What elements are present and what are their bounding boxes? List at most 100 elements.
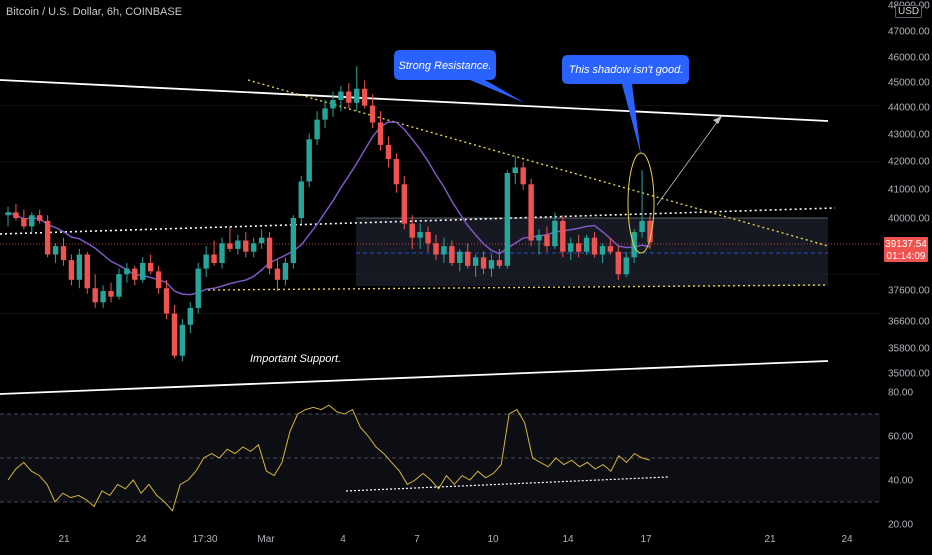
price-tick-label: 47000.00 (888, 27, 930, 38)
candle (155, 265, 162, 294)
candle (354, 66, 360, 112)
candle-body (496, 260, 503, 266)
candle (235, 234, 241, 255)
candle (560, 215, 566, 258)
candle (449, 240, 455, 266)
candle-body (472, 257, 479, 266)
candle (219, 237, 225, 269)
candle (465, 243, 471, 269)
candle (623, 251, 629, 278)
price-tick-label: 42000.00 (888, 157, 930, 168)
candle (37, 209, 43, 224)
candle-body (480, 257, 487, 269)
candle-body (187, 307, 193, 325)
candle (92, 274, 98, 308)
candle (116, 268, 122, 300)
candle-body (235, 240, 241, 249)
candle (251, 237, 257, 258)
candle-body (227, 243, 233, 249)
candle (5, 206, 11, 227)
candle (528, 178, 534, 247)
candle-body (433, 243, 439, 255)
candle (472, 254, 479, 278)
price-tick-label: 35800.00 (888, 344, 930, 355)
candle-body (544, 234, 550, 247)
candle (583, 234, 590, 255)
price-tick-label: 35000.00 (888, 369, 930, 380)
candle (314, 111, 320, 145)
candle-body (552, 220, 558, 247)
candle (615, 246, 621, 280)
candle (496, 248, 503, 269)
candle-body (623, 257, 629, 275)
price-tick-label: 41000.00 (888, 185, 930, 196)
candle-body (108, 291, 114, 297)
price-tick-label: 46000.00 (888, 53, 930, 64)
candle (647, 215, 653, 249)
candle (187, 302, 193, 334)
candle (132, 265, 138, 286)
candle (108, 282, 114, 303)
candle-body (13, 212, 19, 218)
candle (338, 85, 344, 112)
candle-body (575, 243, 582, 252)
candle-body (346, 91, 352, 103)
candle-body (203, 254, 209, 269)
time-tick-label: 24 (135, 534, 147, 545)
candle (457, 248, 463, 272)
candle (441, 237, 447, 263)
candle (84, 251, 90, 294)
shadow-callout-bubble (562, 55, 689, 155)
dotted-midline (0, 207, 836, 235)
rsi-tick-label: 40.00 (888, 476, 913, 487)
candle (409, 215, 415, 249)
candle (100, 285, 106, 308)
candle-body (314, 119, 320, 140)
candle (330, 91, 336, 117)
candle (298, 175, 304, 224)
resistance-callout-bubble (394, 50, 525, 103)
candle (520, 161, 526, 190)
price-tick-label: 45000.00 (888, 78, 930, 89)
candle-body (306, 139, 312, 182)
time-tick-label: 21 (58, 534, 70, 545)
time-tick-label: 4 (340, 534, 346, 545)
resistance-callout-text: Strong Resistance. (399, 60, 492, 72)
candle-body (504, 173, 511, 266)
time-tick-label: 21 (764, 534, 776, 545)
candle (76, 248, 83, 289)
candle (639, 170, 645, 238)
price-tick-label: 37600.00 (888, 286, 930, 297)
candle (488, 254, 495, 278)
candle-body (76, 254, 83, 280)
rsi-dotted-trend (345, 476, 669, 492)
candle (44, 215, 51, 258)
candle (480, 251, 487, 275)
candle-body (84, 254, 90, 289)
candle-body (599, 246, 606, 255)
candle-body (52, 246, 59, 255)
candle-body (171, 313, 178, 356)
trendlines (0, 79, 880, 395)
rsi-band-fill (0, 414, 880, 502)
moving-average-line (7, 121, 651, 296)
candle-body (140, 262, 146, 280)
rsi-panel (0, 404, 880, 512)
time-tick-label: 17:30 (192, 534, 217, 545)
candle-body (147, 262, 154, 272)
candle-body (282, 262, 289, 280)
candle (568, 237, 574, 261)
candle-body (338, 91, 344, 100)
candle (544, 226, 550, 252)
candle (29, 212, 35, 233)
candle-body (409, 223, 415, 238)
currency-badge[interactable]: USD (895, 5, 923, 18)
candle-body (132, 268, 138, 280)
candle-body (647, 220, 653, 243)
candle-body (385, 144, 392, 159)
candle (393, 153, 400, 193)
candle-body (60, 246, 67, 261)
candle-body (68, 260, 75, 280)
